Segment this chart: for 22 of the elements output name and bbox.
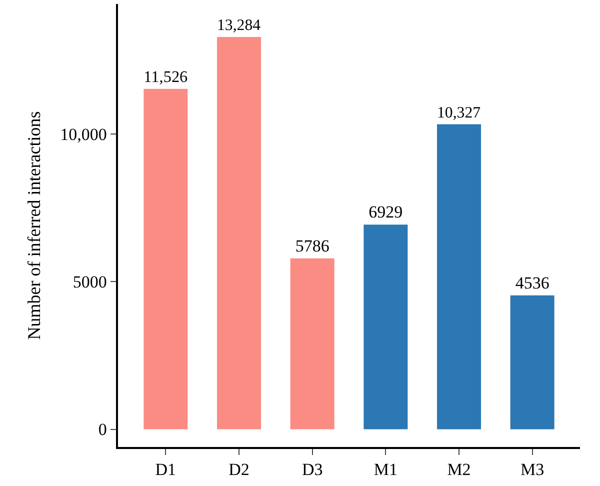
bar	[364, 224, 408, 430]
data-label: 13,284	[217, 17, 261, 34]
x-tick-label: M1	[374, 460, 398, 480]
x-tick-label: M2	[447, 460, 471, 480]
x-tick-label: M3	[520, 460, 544, 480]
x-tick-label: D1	[155, 460, 176, 480]
data-label: 4536	[515, 273, 550, 292]
bar	[290, 258, 334, 430]
data-label: 6929	[368, 202, 403, 222]
x-tick-label: D2	[228, 460, 250, 480]
x-tick-label: D3	[302, 460, 323, 480]
y-axis-title: Number of inferred interactions	[24, 111, 44, 340]
y-tick-label: 0	[98, 420, 107, 440]
bar	[217, 36, 261, 430]
data-label: 5786	[295, 236, 330, 256]
y-tick-label: 5000	[72, 272, 107, 292]
bar	[510, 295, 554, 430]
bar	[144, 88, 188, 430]
data-label: 11,526	[144, 68, 188, 86]
data-label: 10,327	[437, 104, 481, 122]
bar	[437, 124, 481, 430]
y-tick-label: 10,000	[60, 124, 107, 144]
